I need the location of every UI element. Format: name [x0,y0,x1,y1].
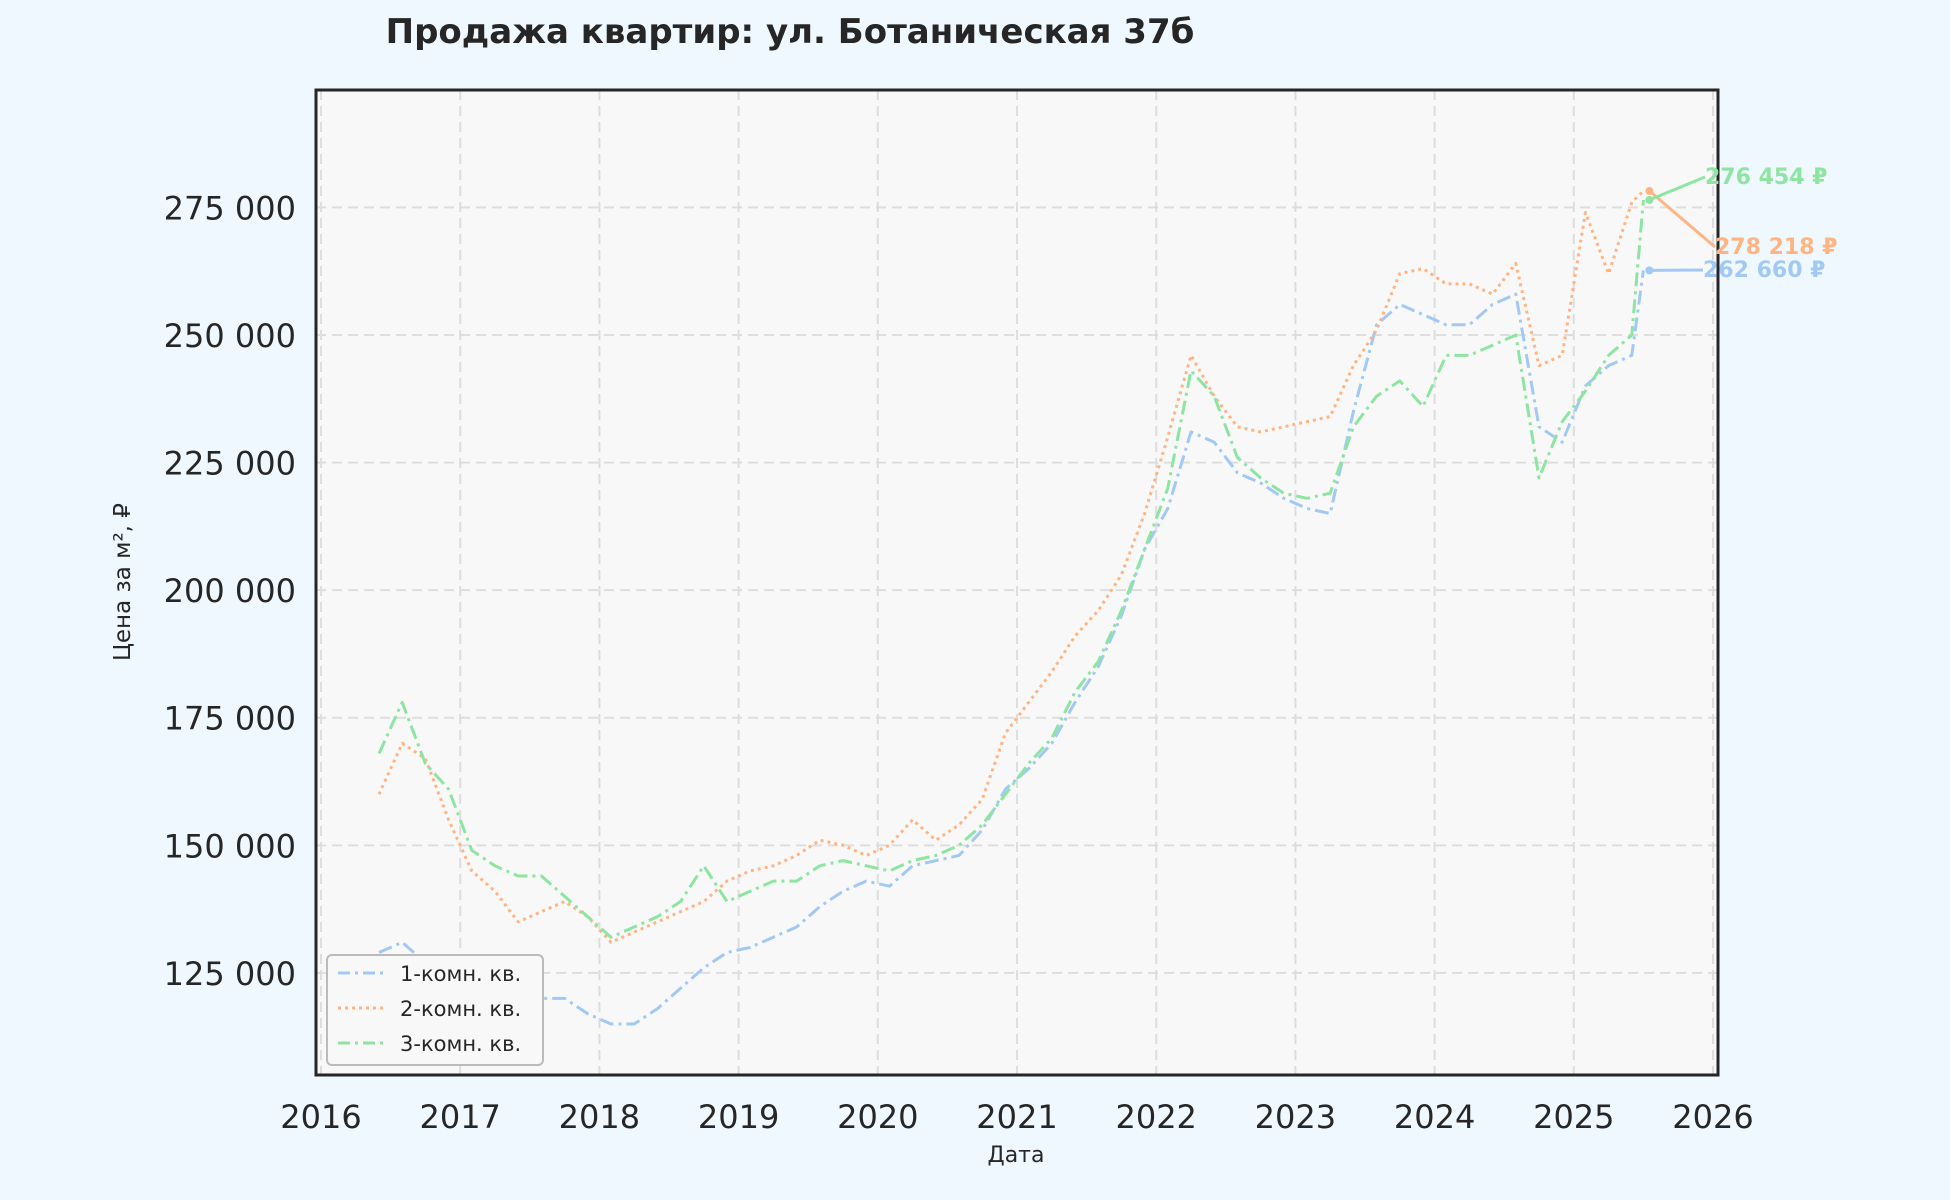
series-3 [377,199,1645,939]
plot-frame [314,88,1720,1077]
legend-box [326,954,544,1066]
y-tick-label: 225 000 [164,445,296,483]
series-layer [377,189,1645,1026]
end-value-label: 276 454 ₽ [1705,165,1827,190]
legend: 1-комн. кв. 2-комн. кв. 3-комн. кв. [326,954,544,1066]
x-tick-label: 2023 [1255,1098,1336,1136]
annotation-arrowhead [1645,266,1654,275]
annotation-arrowhead [1645,186,1654,195]
y-axis-label: Цена за м², ₽ [110,503,136,661]
x-axis-ticks: 2016 2017 2018 2019 2020 2021 2022 2023 2024 2025… [280,1098,1753,1136]
y-tick-label: 125 000 [164,955,296,993]
x-tick-label: 2019 [698,1098,779,1136]
y-tick-label: 275 000 [164,189,296,227]
x-axis-label: Дата [988,1143,1045,1168]
grid [316,90,1718,1075]
y-tick-label: 250 000 [164,317,296,355]
series-line [377,199,1645,939]
x-tick-label: 2024 [1394,1098,1475,1136]
y-tick-label: 175 000 [164,700,296,738]
y-axis-ticks: 125 000 150 000 175 000 200 000 225 000 250 0… [164,189,296,993]
x-tick-label: 2016 [280,1098,361,1136]
series-2 [377,189,1645,944]
chart-title: Продажа квартир: ул. Ботаническая 37б [386,12,1195,52]
legend-label-2k: 2-комн. кв. [400,997,521,1021]
x-tick-label: 2026 [1672,1098,1753,1136]
legend-label-1k: 1-комн. кв. [400,962,521,986]
end-annotations: 262 660 ₽278 218 ₽ 276 454 ₽ [1645,165,1837,283]
annotation-arrowhead [1645,195,1654,204]
x-tick-label: 2017 [419,1098,500,1136]
end-value-label: 278 218 ₽ [1715,235,1837,260]
y-tick-label: 150 000 [164,827,296,865]
y-tick-label: 200 000 [164,572,296,610]
x-tick-label: 2018 [559,1098,640,1136]
x-tick-label: 2020 [837,1098,918,1136]
series-line [377,189,1645,944]
annotation-arrow [1648,189,1716,249]
x-tick-label: 2021 [976,1098,1057,1136]
x-tick-label: 2025 [1533,1098,1614,1136]
annotation-arrow [1648,175,1706,202]
end-value-label: 262 660 ₽ [1703,258,1825,283]
legend-label-3k: 3-комн. кв. [400,1032,521,1056]
x-tick-label: 2022 [1115,1098,1196,1136]
